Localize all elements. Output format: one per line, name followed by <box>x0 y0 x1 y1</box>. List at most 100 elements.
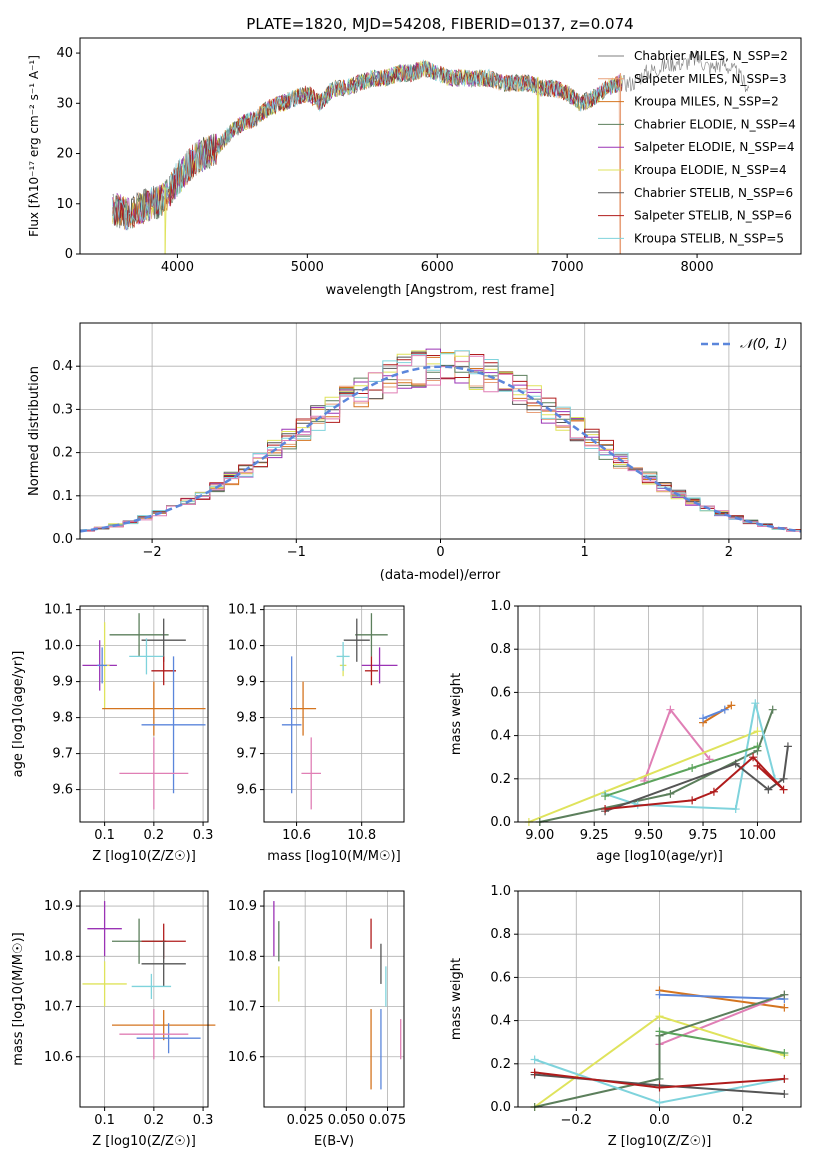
weight-marker <box>779 785 788 794</box>
x-tick-label: 0.025 <box>287 1113 324 1128</box>
weight-marker <box>783 742 792 751</box>
weight-marker <box>601 792 610 801</box>
weight-series-line <box>534 993 785 1108</box>
y-tick-label: 0.3 <box>52 402 73 417</box>
y-tick-label: 10.7 <box>44 1000 73 1015</box>
y-tick-label: 10.1 <box>228 603 257 618</box>
x-tick-label: 1 <box>581 545 589 560</box>
axes-frame <box>517 605 802 823</box>
spectrum-legend: Chabrier MILES, N_SSP=2 Salpeter MILES, N… <box>598 49 796 245</box>
x-tick-label: 0.050 <box>328 1113 365 1128</box>
y-tick-label: 9.6 <box>52 783 73 798</box>
weight-marker <box>780 1003 789 1012</box>
y-tick-label: 0.2 <box>490 1057 511 1072</box>
y-tick-label: 0.0 <box>490 815 511 830</box>
y-tick-label: 0.4 <box>52 359 73 374</box>
weight-marker <box>655 1012 664 1021</box>
weight-marker <box>768 705 777 714</box>
weight-marker <box>688 796 697 805</box>
weight-series-line <box>604 702 776 811</box>
gaussian-legend-label: 𝒩(0, 1) <box>740 337 787 352</box>
x-tick-label: 9.50 <box>634 828 663 843</box>
y-tick-label: 0 <box>65 247 73 262</box>
spectrum-series-line <box>112 62 622 229</box>
legend-label: Kroupa ELODIE, N_SSP=4 <box>634 163 787 177</box>
residuals-panel: −2 −1 0 1 2 0.0 0.1 0.2 0.3 0.4 (data-model)/erro… <box>27 322 802 583</box>
legend-label: Salpeter STELIB, N_SSP=6 <box>634 209 792 223</box>
y-tick-label: 9.8 <box>236 711 257 726</box>
y-tick-label: 10.0 <box>228 639 257 654</box>
x-axis-label: age [log10(age/yr)] <box>596 849 723 864</box>
x-tick-label: 0 <box>436 545 444 560</box>
y-tick-label: 10.9 <box>228 899 257 914</box>
x-tick-label: 0.1 <box>94 828 115 843</box>
y-tick-label: 0.1 <box>52 489 73 504</box>
weight-marker <box>731 805 740 814</box>
legend-label: Chabrier MILES, N_SSP=2 <box>634 49 788 63</box>
gaussian-curve <box>79 365 802 533</box>
weight-marker <box>780 1090 789 1099</box>
legend-label: Chabrier STELIB, N_SSP=6 <box>634 186 793 200</box>
weight-marker <box>601 805 610 814</box>
y-axis-label: mass weight <box>449 958 464 1040</box>
x-tick-label: −1 <box>287 545 306 560</box>
weight-vs-Z-panel: −0.2 0.0 0.2 0.0 0.2 0.4 0.6 0.8 1.0 Z [log10(Z/Z… <box>449 884 802 1149</box>
y-tick-label: 9.7 <box>236 747 257 762</box>
x-tick-label: 7000 <box>551 260 584 275</box>
weight-marker <box>699 714 708 723</box>
y-tick-label: 9.9 <box>52 675 73 690</box>
spectrum-panel: PLATE=1820, MJD=54208, FIBERID=0137, z=0… <box>27 15 802 298</box>
age-vs-mass-panel: 10.6 10.8 9.6 9.7 9.8 9.9 10.0 10.1 mass [log10(… <box>228 603 405 864</box>
spectrum-plot-area <box>112 49 750 255</box>
y-tick-label: 0.6 <box>490 685 511 700</box>
x-tick-label: 0.2 <box>144 1113 165 1128</box>
y-tick-label: 30 <box>56 96 73 111</box>
x-tick-label: 6000 <box>421 260 454 275</box>
age-vs-Z-panel: 0.1 0.2 0.3 9.6 9.7 9.8 9.9 10.0 10.1 Z [log10(Z/… <box>11 603 213 864</box>
y-tick-label: 0.6 <box>490 970 511 985</box>
legend-label: Chabrier ELODIE, N_SSP=4 <box>634 117 796 131</box>
residuals-xlabel: (data-model)/error <box>380 568 501 583</box>
weight-marker <box>655 1098 664 1107</box>
x-axis-label: mass [log10(M/M☉)] <box>267 849 400 864</box>
weight-series-line <box>643 707 711 782</box>
y-tick-label: 10.1 <box>44 603 73 618</box>
weight-marker <box>780 1074 789 1083</box>
y-axis-label: age [log10(age/yr)] <box>11 651 26 778</box>
x-tick-label: 10.8 <box>347 828 376 843</box>
residuals-plot-area <box>79 348 802 539</box>
residuals-legend: 𝒩(0, 1) <box>701 337 787 352</box>
weight-marker <box>753 761 762 770</box>
spectrum-title: PLATE=1820, MJD=54208, FIBERID=0137, z=0… <box>246 15 633 33</box>
x-tick-label: 5000 <box>291 260 324 275</box>
x-tick-label: −0.2 <box>560 1113 592 1128</box>
legend-label: Salpeter ELODIE, N_SSP=4 <box>634 140 795 154</box>
y-tick-label: 10.0 <box>44 639 73 654</box>
weight-marker <box>780 990 789 999</box>
y-tick-label: 10 <box>56 197 73 212</box>
x-tick-label: 0.2 <box>144 828 165 843</box>
y-tick-label: 40 <box>56 46 73 61</box>
weight-series-line <box>702 708 726 720</box>
x-tick-label: 0.0 <box>649 1113 670 1128</box>
weight-series-line <box>659 993 785 1046</box>
x-tick-label: −2 <box>143 545 162 560</box>
x-tick-label: 2 <box>725 545 733 560</box>
axes-frame <box>263 890 405 1108</box>
weight-marker <box>530 1055 539 1064</box>
x-axis-label: E(B-V) <box>314 1134 354 1149</box>
y-tick-label: 0.4 <box>490 729 511 744</box>
weight-marker <box>530 1068 539 1077</box>
x-tick-label: 9.00 <box>525 828 554 843</box>
y-axis-label: mass [log10(M/M☉)] <box>11 932 26 1065</box>
x-tick-label: 0.075 <box>369 1113 406 1128</box>
spectrum-ticks: 4000 5000 6000 7000 8000 0 10 20 30 40 <box>56 46 713 275</box>
x-tick-label: 9.25 <box>580 828 609 843</box>
spectrum-xlabel: wavelength [Angstrom, rest frame] <box>326 283 555 298</box>
y-tick-label: 1.0 <box>490 884 511 899</box>
x-tick-label: 9.75 <box>689 828 718 843</box>
weight-series-line <box>659 993 785 1000</box>
y-tick-label: 9.9 <box>236 675 257 690</box>
x-tick-label: 10.00 <box>739 828 776 843</box>
